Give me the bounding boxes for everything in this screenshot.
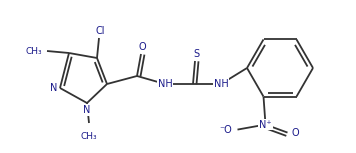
Text: N: N bbox=[50, 83, 58, 93]
Text: CH₃: CH₃ bbox=[25, 47, 42, 56]
Text: S: S bbox=[193, 49, 199, 59]
Text: ⁻O: ⁻O bbox=[220, 125, 232, 135]
Text: Cl: Cl bbox=[95, 26, 105, 36]
Text: O: O bbox=[292, 128, 299, 138]
Text: N: N bbox=[83, 105, 91, 115]
Text: N⁺: N⁺ bbox=[259, 120, 272, 130]
Text: NH: NH bbox=[158, 79, 172, 89]
Text: NH: NH bbox=[214, 79, 229, 89]
Text: CH₃: CH₃ bbox=[81, 132, 97, 141]
Text: O: O bbox=[138, 42, 146, 52]
